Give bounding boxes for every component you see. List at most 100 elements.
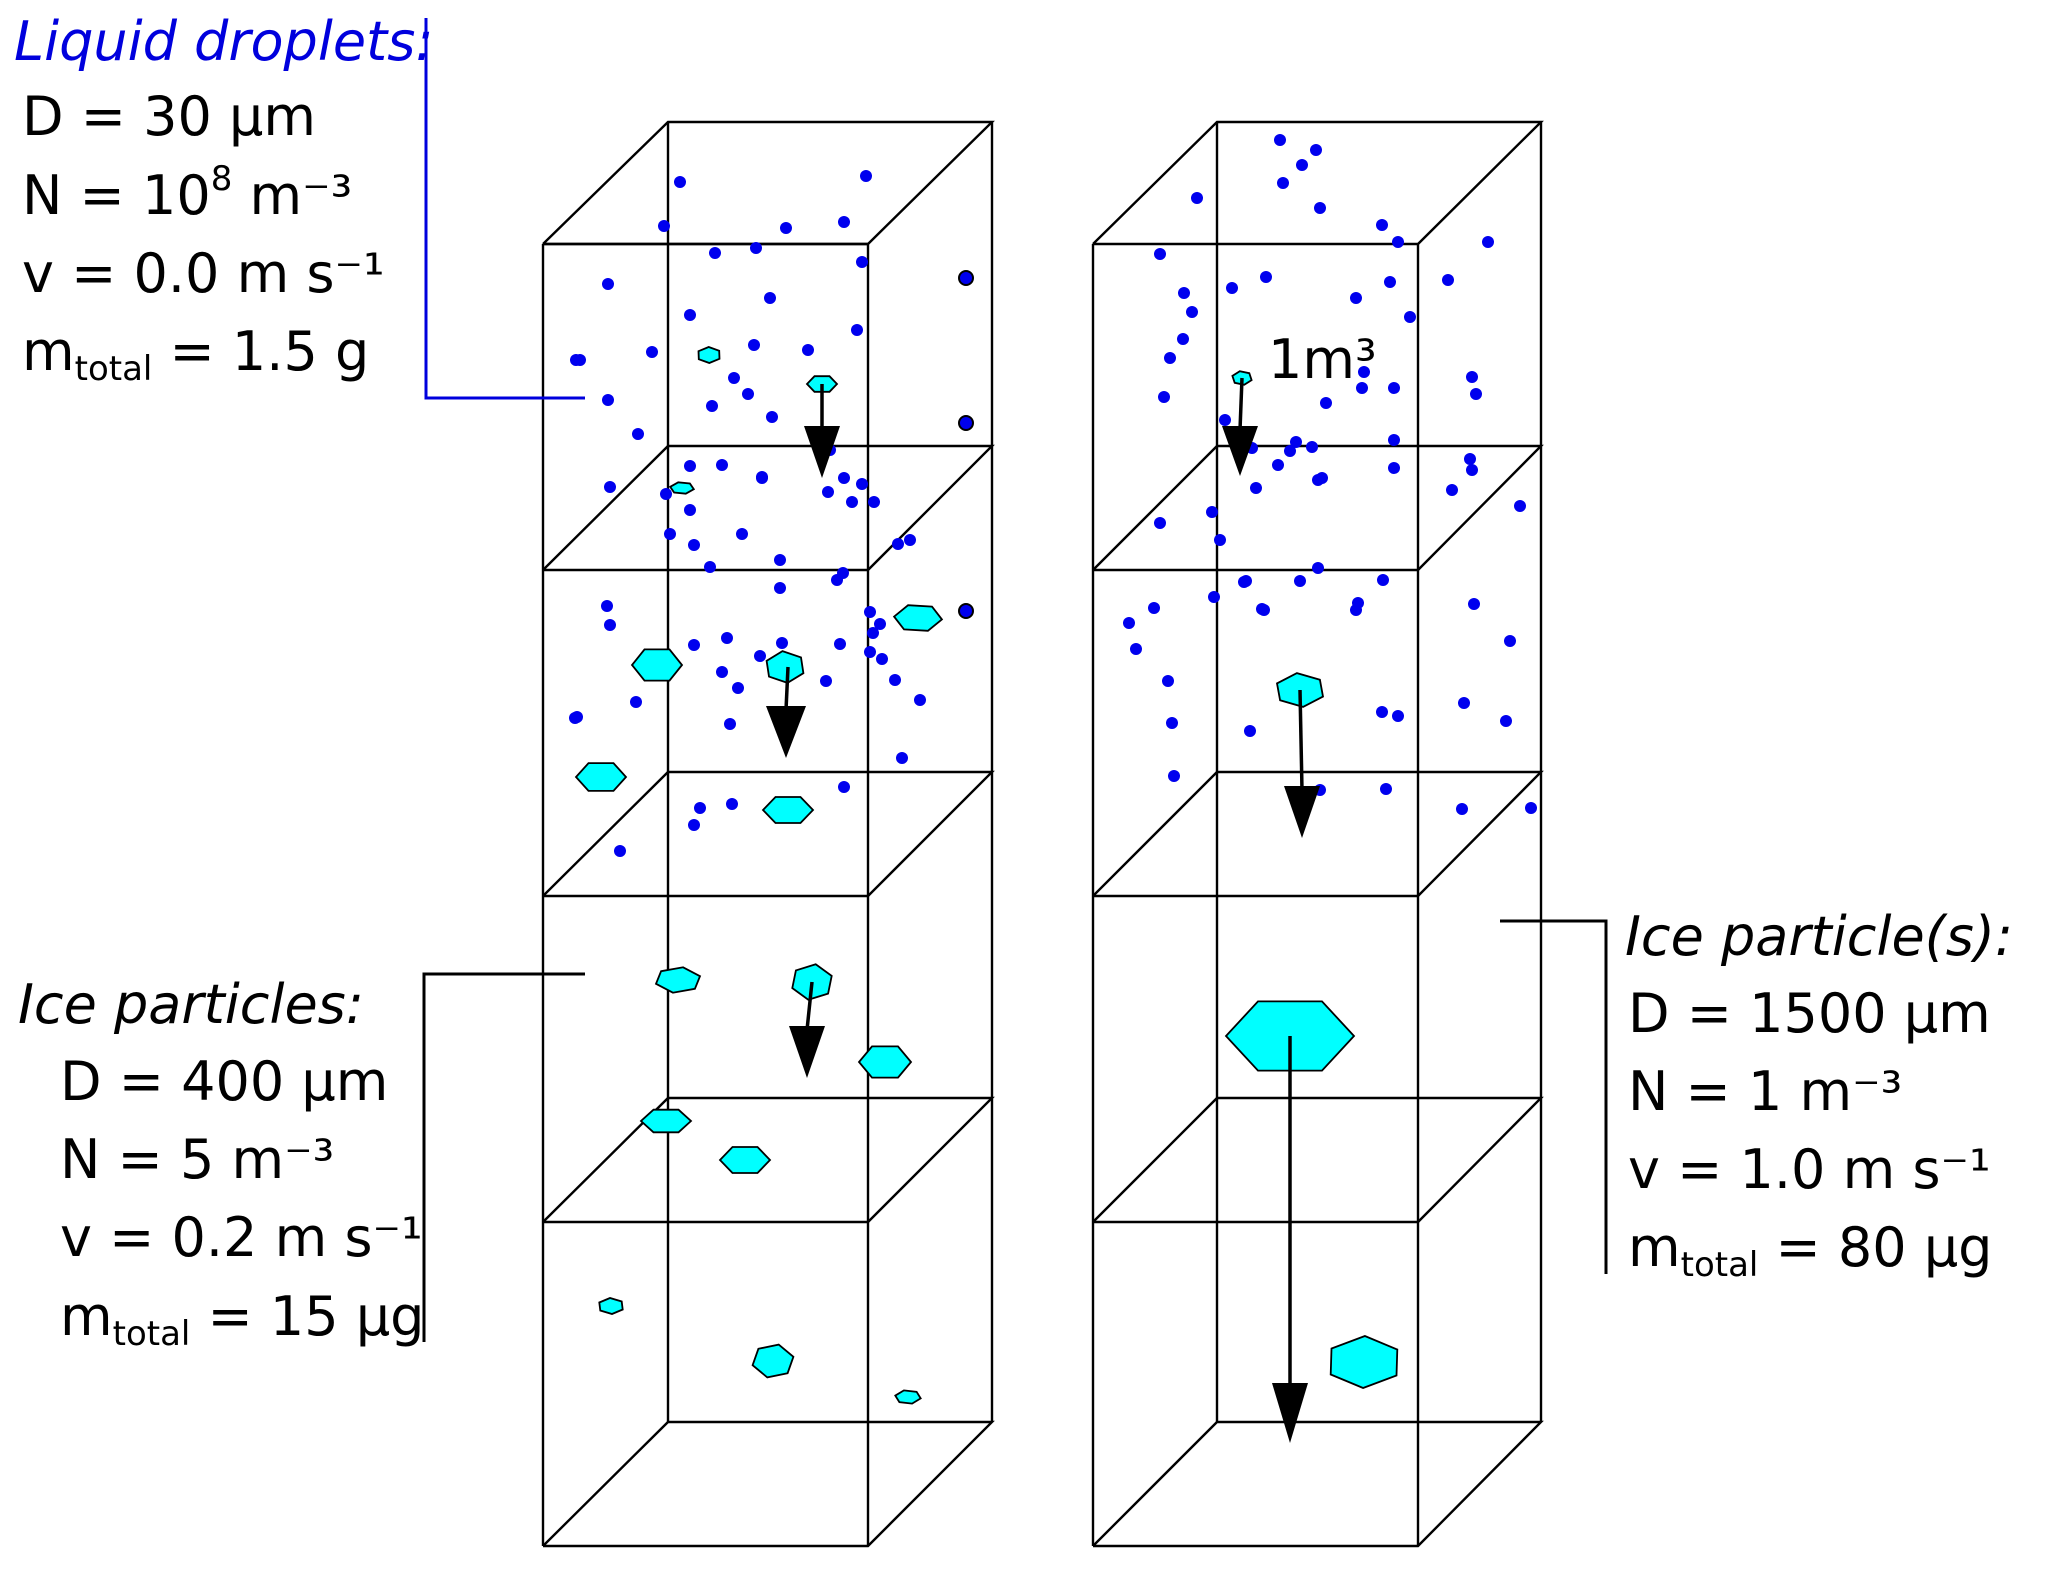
droplet-right — [1214, 534, 1226, 546]
droplet-right — [1310, 144, 1322, 156]
droplet-left — [748, 339, 760, 351]
fall-arrow-head — [1272, 1383, 1308, 1443]
droplet-right — [1168, 770, 1180, 782]
droplet-right — [1320, 397, 1332, 409]
droplet-left — [838, 781, 850, 793]
droplet-left — [838, 216, 850, 228]
ice-right-m-value: = 80 µg — [1758, 1216, 1992, 1279]
ice-left-leader-line — [422, 972, 585, 1342]
fall-arrows — [766, 377, 1320, 1443]
droplet-left — [664, 528, 676, 540]
droplet-right — [1226, 282, 1238, 294]
liquid-m-value: = 1.5 g — [152, 320, 369, 383]
fall-arrow-shaft — [1238, 377, 1244, 431]
ice-particle-hexagon — [574, 762, 628, 792]
droplet-right — [1178, 287, 1190, 299]
droplet-right — [1256, 603, 1268, 615]
ice-left-title: Ice particles: — [18, 973, 364, 1036]
left-column-boxes — [541, 120, 995, 1548]
droplet-right — [1456, 803, 1468, 815]
fall-arrow-head — [1284, 786, 1320, 838]
droplet-left — [601, 600, 613, 612]
droplets-left — [569, 170, 974, 857]
liquid-n-unit: m⁻³ — [232, 164, 352, 227]
droplet-left — [860, 170, 872, 182]
droplet-left — [876, 653, 888, 665]
droplet-right — [1148, 602, 1160, 614]
droplet-right — [1244, 725, 1256, 737]
droplet-right — [1219, 414, 1231, 426]
droplet-left — [704, 561, 716, 573]
fall-arrow-shaft — [784, 666, 790, 711]
ice-particle-hexagon — [639, 1108, 693, 1134]
ice-particle-hexagon — [654, 966, 702, 994]
droplet-right — [1186, 306, 1198, 318]
droplet-left — [958, 270, 974, 286]
droplet-right — [1466, 371, 1478, 383]
droplet-right — [1238, 576, 1250, 588]
droplet-left — [716, 459, 728, 471]
droplet-right — [1350, 292, 1362, 304]
droplet-left — [694, 802, 706, 814]
droplet-left — [851, 324, 863, 336]
droplet-right — [1352, 597, 1364, 609]
droplet-left — [674, 176, 686, 188]
droplet-right — [1296, 159, 1308, 171]
droplet-left — [764, 292, 776, 304]
droplet-left — [574, 354, 586, 366]
droplet-right — [1162, 675, 1174, 687]
droplet-right — [1500, 715, 1512, 727]
liquid-droplets-label: Liquid droplets: D = 30 µm N = 108 m⁻³ v… — [14, 10, 434, 389]
droplet-left — [632, 428, 644, 440]
droplet-right — [1377, 574, 1389, 586]
ice-left-number-concentration: N = 5 m⁻³ — [60, 1128, 334, 1191]
liquid-title: Liquid droplets: — [14, 10, 434, 73]
ice-particle-hexagon — [751, 1343, 795, 1379]
droplet-right — [1177, 333, 1189, 345]
droplet-right — [1376, 706, 1388, 718]
droplet-left — [834, 638, 846, 650]
fall-arrow-head — [766, 706, 806, 758]
droplet-left — [754, 650, 766, 662]
liquid-leader-line — [424, 18, 585, 400]
ice-left-diameter: D = 400 µm — [60, 1050, 388, 1113]
droplet-right — [1272, 459, 1284, 471]
ice-right-title: Ice particle(s): — [1625, 905, 2013, 968]
droplet-right — [1470, 388, 1482, 400]
droplet-left — [856, 478, 868, 490]
droplet-left — [571, 711, 583, 723]
droplet-left — [688, 639, 700, 651]
droplet-right — [1191, 192, 1203, 204]
droplet-left — [874, 618, 886, 630]
droplet-right — [1164, 352, 1176, 364]
ice-right-leader-line — [1500, 919, 1608, 1274]
droplet-left — [750, 242, 762, 254]
droplet-left — [688, 819, 700, 831]
ice-particle-hexagon — [630, 648, 684, 682]
droplet-right — [1446, 484, 1458, 496]
droplets-right — [1123, 134, 1537, 815]
ice-left-m-subscript: total — [113, 1314, 191, 1354]
ice-particles-right-label: Ice particle(s): D = 1500 µm N = 1 m⁻³ v… — [1625, 905, 2013, 1285]
droplet-right — [1158, 391, 1170, 403]
ice-right-m-subscript: total — [1681, 1245, 1759, 1285]
ice-particle-hexagon — [765, 650, 805, 684]
liquid-diameter: D = 30 µm — [22, 85, 316, 148]
droplet-left — [838, 472, 850, 484]
droplet-left — [602, 394, 614, 406]
droplet-left — [889, 674, 901, 686]
droplet-right — [1277, 177, 1289, 189]
droplet-right — [1464, 453, 1476, 465]
droplet-left — [688, 539, 700, 551]
droplet-left — [904, 534, 916, 546]
droplet-left — [868, 496, 880, 508]
droplet-right — [1154, 517, 1166, 529]
droplet-left — [958, 603, 974, 619]
droplet-left — [646, 346, 658, 358]
ice-particle-hexagon — [697, 346, 721, 364]
ice-particle-hexagon — [598, 1297, 624, 1315]
droplet-right — [1358, 366, 1370, 378]
droplet-right — [1376, 219, 1388, 231]
droplet-left — [742, 388, 754, 400]
